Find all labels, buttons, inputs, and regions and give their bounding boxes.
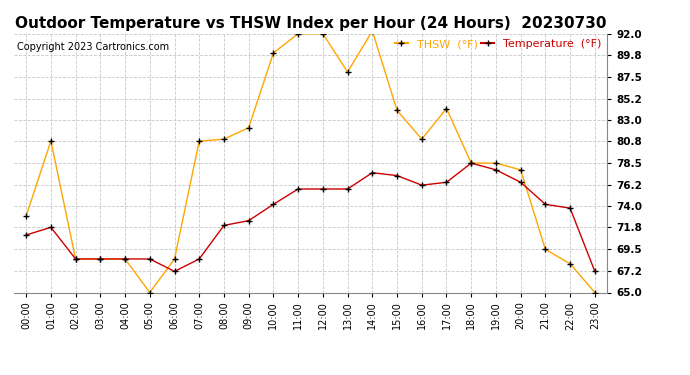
Title: Outdoor Temperature vs THSW Index per Hour (24 Hours)  20230730: Outdoor Temperature vs THSW Index per Ho… bbox=[14, 16, 607, 31]
Legend: THSW  (°F), Temperature  (°F): THSW (°F), Temperature (°F) bbox=[390, 35, 606, 54]
Text: Copyright 2023 Cartronics.com: Copyright 2023 Cartronics.com bbox=[17, 42, 169, 51]
